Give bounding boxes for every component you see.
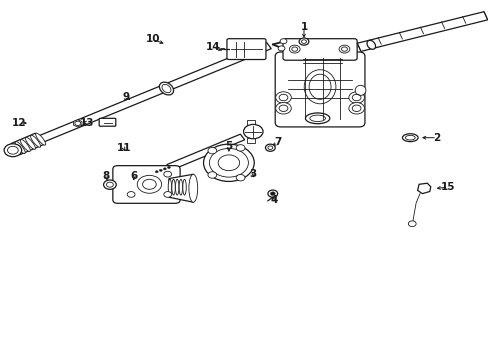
Ellipse shape	[175, 179, 179, 195]
Circle shape	[280, 39, 286, 44]
Ellipse shape	[366, 40, 375, 49]
Polygon shape	[35, 42, 271, 144]
Circle shape	[127, 192, 135, 197]
Ellipse shape	[36, 133, 45, 145]
Circle shape	[163, 171, 171, 177]
Ellipse shape	[354, 85, 365, 95]
Circle shape	[207, 172, 216, 178]
Circle shape	[348, 92, 364, 103]
FancyBboxPatch shape	[113, 166, 180, 203]
Circle shape	[267, 190, 277, 197]
Circle shape	[275, 92, 291, 103]
Polygon shape	[155, 166, 170, 174]
Circle shape	[338, 45, 349, 53]
Text: 7: 7	[273, 138, 281, 147]
Text: 6: 6	[130, 171, 137, 181]
Ellipse shape	[20, 139, 30, 152]
Ellipse shape	[243, 125, 263, 139]
Text: 8: 8	[102, 171, 109, 181]
Text: 15: 15	[440, 182, 455, 192]
Ellipse shape	[183, 179, 186, 195]
Ellipse shape	[15, 141, 25, 154]
FancyBboxPatch shape	[226, 39, 265, 59]
Circle shape	[278, 46, 285, 51]
Circle shape	[289, 45, 300, 53]
Circle shape	[4, 144, 21, 157]
Circle shape	[270, 192, 275, 195]
Ellipse shape	[305, 113, 329, 124]
Ellipse shape	[168, 179, 171, 195]
Circle shape	[275, 103, 291, 114]
Circle shape	[103, 180, 116, 189]
Polygon shape	[417, 183, 430, 194]
Polygon shape	[247, 138, 255, 143]
Text: 11: 11	[116, 143, 131, 153]
Ellipse shape	[159, 82, 173, 95]
Circle shape	[265, 144, 275, 151]
Circle shape	[163, 192, 171, 197]
FancyBboxPatch shape	[275, 52, 364, 127]
Ellipse shape	[179, 179, 182, 195]
Circle shape	[159, 169, 162, 171]
Circle shape	[207, 147, 216, 154]
Polygon shape	[356, 12, 487, 51]
FancyBboxPatch shape	[99, 118, 116, 126]
Polygon shape	[166, 134, 244, 170]
Ellipse shape	[31, 135, 41, 147]
Ellipse shape	[188, 174, 197, 202]
Text: 5: 5	[225, 141, 232, 151]
Circle shape	[155, 171, 158, 173]
Circle shape	[299, 38, 308, 45]
Circle shape	[137, 175, 161, 193]
Text: 10: 10	[145, 35, 160, 44]
Circle shape	[163, 168, 166, 170]
Polygon shape	[168, 174, 193, 202]
Polygon shape	[247, 120, 255, 125]
Polygon shape	[73, 120, 82, 127]
Text: 9: 9	[122, 92, 130, 102]
Text: 2: 2	[432, 133, 440, 143]
Text: 3: 3	[249, 168, 256, 179]
Ellipse shape	[402, 134, 417, 141]
Ellipse shape	[304, 70, 335, 104]
Text: 14: 14	[205, 42, 220, 51]
Ellipse shape	[171, 179, 175, 195]
Circle shape	[407, 221, 415, 226]
Ellipse shape	[25, 137, 35, 149]
Text: 4: 4	[269, 195, 277, 205]
Text: 12: 12	[12, 118, 26, 128]
Text: 13: 13	[80, 118, 95, 128]
Text: 1: 1	[300, 22, 307, 32]
Circle shape	[236, 145, 244, 151]
Circle shape	[167, 166, 170, 168]
Circle shape	[203, 144, 254, 181]
Circle shape	[348, 103, 364, 114]
Circle shape	[236, 175, 244, 181]
Polygon shape	[11, 133, 44, 155]
FancyBboxPatch shape	[283, 39, 356, 60]
